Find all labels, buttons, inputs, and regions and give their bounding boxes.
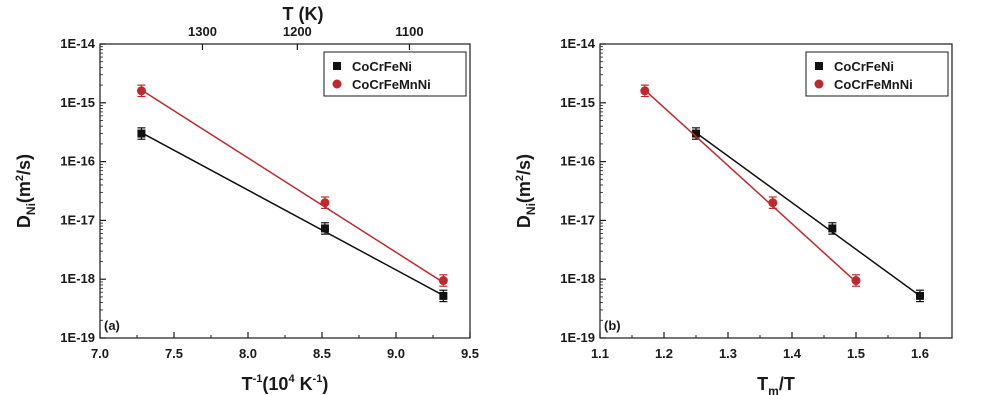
- y-tick-label: 1E-16: [560, 154, 595, 169]
- x-tick-label: 1.1: [591, 346, 609, 361]
- data-point: [438, 276, 448, 286]
- data-point: [916, 291, 924, 300]
- data-point: [320, 198, 330, 208]
- fit-line: [644, 89, 857, 283]
- y-tick-label: 1E-18: [560, 271, 595, 286]
- x-tick-label: 1.5: [847, 346, 865, 361]
- x-tick-label: 8.5: [313, 346, 331, 361]
- legend-label: CoCrFeNi: [834, 59, 894, 74]
- legend-marker: [332, 79, 342, 89]
- x-tick-label: 1.4: [783, 346, 802, 361]
- data-point: [439, 291, 448, 300]
- top-tick-label: 1200: [283, 24, 312, 39]
- legend-box: [805, 51, 949, 97]
- x-tick-label: 7.0: [91, 346, 109, 361]
- x-tick-label: 9.5: [461, 346, 479, 361]
- plot-frame: [599, 43, 953, 339]
- y-tick-label: 1E-16: [60, 154, 95, 169]
- x-axis-label: Tm/T: [757, 374, 795, 395]
- legend-label: CoCrFeNi: [352, 59, 412, 74]
- x-axis-label: T-1(104 K-1): [242, 373, 329, 394]
- y-tick-label: 1E-19: [60, 330, 95, 345]
- y-tick-label: 1E-17: [560, 212, 595, 227]
- data-point: [851, 276, 861, 286]
- x-tick-label: 1.3: [719, 346, 737, 361]
- y-tick-label: 1E-15: [560, 95, 595, 110]
- panel-label: (a): [104, 318, 120, 333]
- fit-line: [141, 132, 444, 297]
- legend-marker: [815, 62, 823, 70]
- series-cocrfemnni: [136, 84, 448, 287]
- panel-label: (b): [604, 318, 621, 333]
- series-cocrfeni: [692, 127, 924, 303]
- legend: CoCrFeNi CoCrFeMnNi: [323, 51, 467, 97]
- y-tick-label: 1E-19: [560, 330, 595, 345]
- data-point: [828, 224, 837, 233]
- x-tick-label: 7.5: [165, 346, 183, 361]
- data-point: [640, 86, 650, 96]
- legend: CoCrFeNi CoCrFeMnNi: [805, 51, 949, 97]
- y-tick-label: 1E-17: [60, 212, 95, 227]
- x-tick-label: 9.0: [387, 346, 405, 361]
- y-axis-label: DNi(m2/s): [14, 154, 38, 228]
- x-tick-label: 8.0: [239, 346, 257, 361]
- data-point: [692, 129, 700, 138]
- fit-line: [141, 89, 444, 284]
- legend-marker: [814, 79, 824, 89]
- y-tick-label: 1E-15: [60, 95, 95, 110]
- data-point: [768, 198, 778, 208]
- legend-marker: [333, 62, 341, 70]
- data-point: [320, 224, 329, 233]
- y-tick-label: 1E-14: [560, 36, 595, 51]
- top-tick-label: 1300: [188, 24, 217, 39]
- legend-box: [323, 51, 467, 97]
- data-point: [136, 86, 146, 96]
- x-tick-label: 1.2: [655, 346, 673, 361]
- y-tick-label: 1E-18: [60, 271, 95, 286]
- series-cocrfemnni: [640, 84, 861, 287]
- series-cocrfeni: [137, 127, 448, 303]
- top-axis-label: T (K): [283, 4, 324, 24]
- chart-panel-b: 1.1 1.2 1.3 1.4 1.5 1.6 1E-19 1E-18 1E-17 1E-16 1E…: [514, 36, 953, 395]
- x-tick-label: 1.6: [911, 346, 929, 361]
- y-tick-label: 1E-14: [60, 36, 95, 51]
- data-point: [137, 129, 146, 138]
- legend-label: CoCrFeMnNi: [834, 77, 913, 92]
- top-tick-label: 1100: [395, 24, 423, 39]
- legend-label: CoCrFeMnNi: [352, 77, 431, 92]
- y-axis-label: DNi(m2/s): [514, 154, 538, 228]
- fit-line: [695, 132, 921, 297]
- chart-panel-a: 7.0 7.5 8.0 8.5 9.0 9.5 1E-19 1E-18 1E-17 1E-16 1E…: [14, 4, 479, 394]
